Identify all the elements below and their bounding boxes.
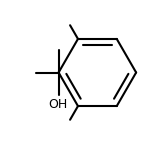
Text: OH: OH (48, 98, 68, 111)
